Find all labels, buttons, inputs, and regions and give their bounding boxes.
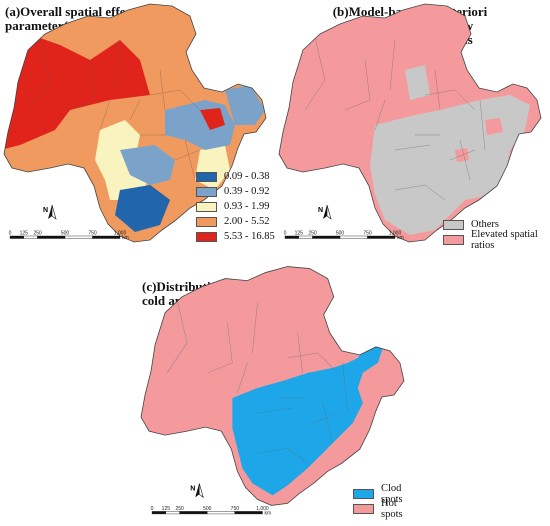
- region-a-red-north: [4, 38, 150, 150]
- scale-bar-tick-label: 750: [363, 231, 372, 237]
- legend-a-item: 5.53 - 16.85: [196, 230, 275, 243]
- scale-bar-tick-label: 500: [61, 231, 70, 237]
- scale-bar-unit: km: [397, 235, 404, 241]
- legend-a-label: 0.39 - 0.92: [224, 186, 270, 197]
- legend-a-label: 0.93 - 1.99: [224, 201, 270, 212]
- scale-bar-tick-label: 125: [295, 231, 304, 237]
- scale-bar-tick-label: 250: [33, 231, 42, 237]
- legend-a-label: 2.00 - 5.52: [224, 216, 270, 227]
- legend-a-item: 2.00 - 5.52: [196, 215, 275, 228]
- legend-c-label: Clod spots: [381, 482, 403, 505]
- legend-b-item: Elevated spatial ratios: [443, 229, 550, 251]
- north-arrow-icon: N: [318, 204, 332, 220]
- region-a-dark-blue: [115, 185, 170, 232]
- legend-b-swatch: [443, 234, 464, 245]
- scale-bar-tick-label: 500: [203, 506, 212, 512]
- panel-a: (a)Overall spatial effect parameter(exp(…: [0, 0, 275, 262]
- legend-c-label: Hot spots: [381, 497, 403, 520]
- map-c-outline: [140, 266, 405, 506]
- legend-a-swatch: [196, 201, 217, 212]
- scale-bar-tick-label: 0: [151, 506, 154, 512]
- scale-bar-tick-label: 250: [308, 231, 317, 237]
- legend-c-item: Hot spots: [353, 498, 413, 520]
- legend-b-swatch: [443, 219, 464, 230]
- north-label: N: [318, 207, 323, 214]
- scale-bar-tick-label: 1,000: [114, 231, 127, 237]
- scale-bar-tick-label: 750: [88, 231, 97, 237]
- scale-bar-unit: km: [122, 235, 129, 241]
- legend-a-swatch: [196, 216, 217, 227]
- region-b-pink-island-1: [485, 118, 503, 135]
- region-c-hot-island: [375, 362, 393, 383]
- legend-a-swatch: [196, 171, 217, 182]
- scale-bar-segment: [92, 235, 121, 239]
- legend-a-item: 0.39 - 0.92: [196, 185, 275, 198]
- scale-bar-tick-label: 1,000: [389, 231, 402, 237]
- map-b-outline: [278, 3, 542, 243]
- north-arrow-icon: N: [43, 204, 57, 220]
- legend-b-item: Others: [443, 218, 550, 231]
- legend-c: Clod spots Hot spots: [353, 483, 413, 520]
- region-a-red-east: [200, 108, 225, 130]
- scale-bar-segment: [234, 511, 263, 515]
- legend-a-swatch: [196, 186, 217, 197]
- legend-b: Others Elevated spatial ratios: [443, 218, 550, 251]
- legend-b-label: Others: [471, 219, 499, 230]
- scale-bar-tick-label: 0: [9, 231, 12, 237]
- region-a-light-blue-east: [225, 85, 265, 125]
- region-a-orange-north: [130, 5, 190, 70]
- panel-a-title-line1: (a)Overall spatial effect: [5, 4, 136, 19]
- panel-b: (b)Model-based a posteriori means above …: [275, 0, 550, 262]
- legend-a: 0.09 - 0.38 0.39 - 0.92 0.93 - 1.99 2.00…: [196, 170, 275, 245]
- map-a-outline: [3, 3, 267, 243]
- scale-bar-tick-label: 1,000: [256, 506, 269, 512]
- north-arrow-icon: N: [190, 483, 204, 499]
- legend-a-item: 0.93 - 1.99: [196, 200, 275, 213]
- scale-bar-tick-label: 0: [284, 231, 287, 237]
- region-b-gray-north: [405, 65, 430, 100]
- scale-bar-unit: km: [264, 510, 271, 516]
- panel-c: (c)Distributions of the cold and hot spo…: [137, 262, 413, 526]
- legend-a-item: 0.09 - 0.38: [196, 170, 275, 183]
- legend-a-swatch: [196, 231, 217, 242]
- region-a-yellow-1: [95, 120, 150, 200]
- scale-bar-tick-label: 500: [336, 231, 345, 237]
- legend-b-label: Elevated spatial ratios: [471, 228, 538, 251]
- scale-bar-tick-label: 250: [175, 506, 184, 512]
- north-label: N: [190, 485, 195, 492]
- legend-a-label: 0.09 - 0.38: [224, 171, 270, 182]
- legend-c-swatch: [353, 488, 374, 499]
- scale-bar-tick-label: 125: [20, 231, 29, 237]
- scale-bar-tick-label: 750: [231, 506, 240, 512]
- scale-bar-tick-label: 125: [162, 506, 171, 512]
- scale-bar-segment: [367, 235, 396, 239]
- north-label: N: [43, 207, 48, 214]
- region-a-light-blue-2: [120, 145, 175, 185]
- legend-c-swatch: [353, 503, 374, 514]
- region-c-cold-spots: [232, 342, 383, 496]
- legend-a-label: 5.53 - 16.85: [224, 231, 275, 242]
- legend-c-item: Clod spots: [353, 483, 413, 505]
